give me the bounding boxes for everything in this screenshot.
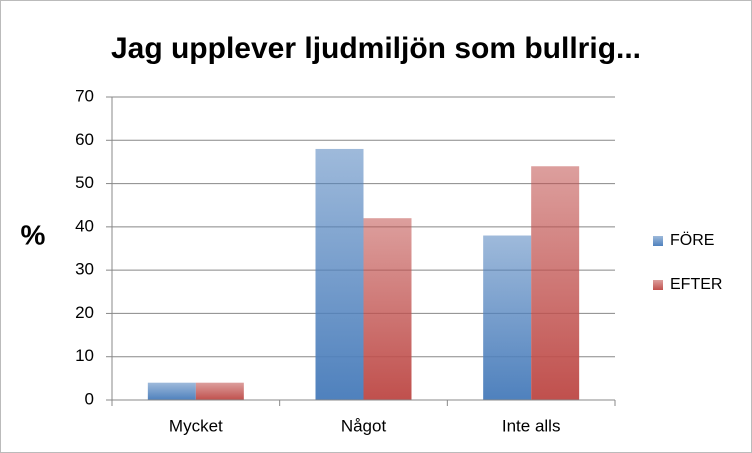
bar — [363, 218, 412, 400]
y-tick-label: 30 — [75, 260, 94, 279]
x-tick-label: Något — [341, 416, 387, 435]
y-tick-label: 60 — [75, 130, 94, 149]
legend-swatch — [653, 280, 663, 290]
x-tick-label: Inte alls — [502, 416, 561, 435]
y-tick-label: 50 — [75, 173, 94, 192]
bar — [531, 166, 580, 400]
y-tick-label: 40 — [75, 216, 94, 235]
y-tick-label: 20 — [75, 303, 94, 322]
chart-title: Jag upplever ljudmiljön som bullrig... — [111, 32, 641, 65]
x-tick-label: Mycket — [169, 416, 223, 435]
bar — [147, 382, 196, 400]
bar — [315, 148, 364, 400]
y-tick-label: 0 — [85, 389, 94, 408]
bar — [195, 382, 244, 400]
legend-swatch — [653, 236, 663, 246]
bar — [483, 235, 532, 400]
y-tick-label: 70 — [75, 86, 94, 105]
legend-label: FÖRE — [670, 231, 714, 249]
y-axis-label: % — [21, 219, 46, 250]
y-tick-label: 10 — [75, 346, 94, 365]
legend-label: EFTER — [670, 276, 722, 293]
